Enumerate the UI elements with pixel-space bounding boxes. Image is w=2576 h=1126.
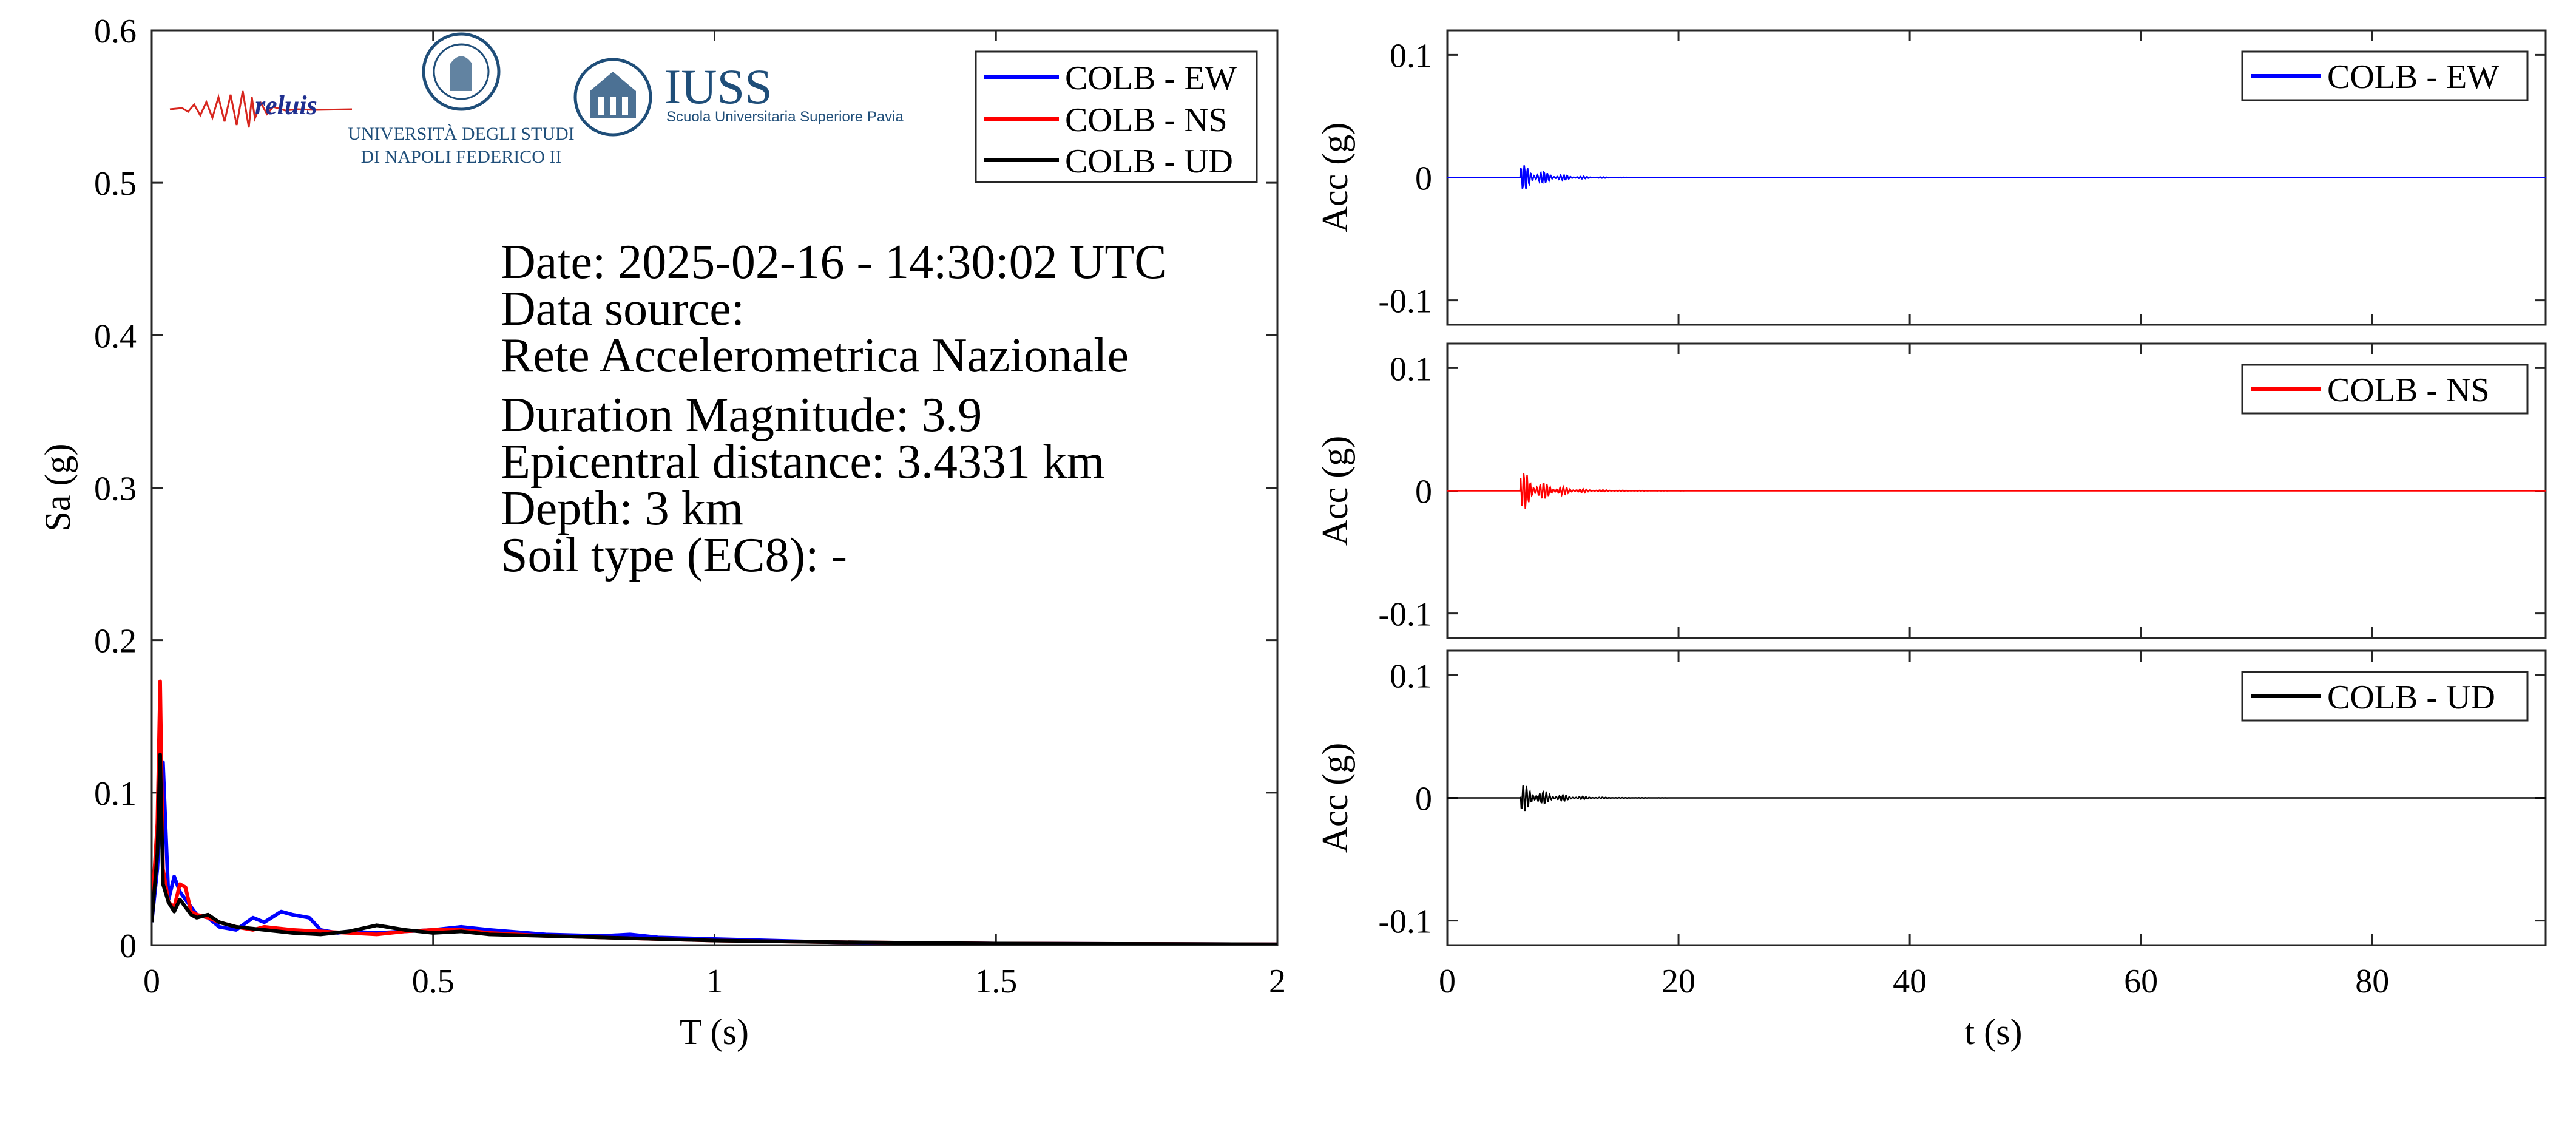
info-data-source: Rete Accelerometrica Nazionale	[501, 329, 1129, 382]
reluis-logo-text: reluis	[255, 90, 317, 120]
acc-x-tick-label: 60	[2124, 963, 2158, 1000]
info-date: Date: 2025-02-16 - 14:30:02 UTC	[501, 236, 1167, 289]
iuss-logo-title: IUSS	[664, 59, 772, 114]
spectrum-y-axis-label: Sa (g)	[38, 444, 78, 532]
legend-label-ew: COLB - EW	[1065, 59, 1237, 97]
acc-waveform-colb-ud	[1447, 785, 2546, 812]
acc-y-tick-label: 0	[1415, 781, 1432, 818]
acc-x-tick-label: 80	[2355, 963, 2389, 1000]
acc-y-tick-label: 0	[1415, 473, 1432, 511]
acc-y-tick-label: 0	[1415, 160, 1432, 198]
acc-x-tick-label: 20	[1662, 963, 1695, 1000]
acc-waveform-colb-ns	[1447, 472, 2546, 509]
unina-logo-line1: UNIVERSITÀ DEGLI STUDI	[348, 124, 574, 144]
info-data-source-label: Data source:	[501, 282, 745, 336]
spectrum-y-tick-label: 0.5	[94, 165, 137, 203]
spectrum-y-tick-label: 0	[120, 928, 137, 965]
spectrum-x-axis-label: T (s)	[680, 1012, 749, 1052]
event-info: Date: 2025-02-16 - 14:30:02 UTC Data sou…	[501, 236, 1167, 582]
acc-y-axis-label: Acc (g)	[1315, 123, 1355, 233]
seismogram-logo-icon	[169, 90, 353, 128]
spectrum-chart: 0 0.5 1 1.5 2 0 0.1 0.2 0.3 0.4 0.5 0.6 T (s) Sa (…	[38, 13, 1286, 1052]
spectrum-x-tick-label: 1.5	[975, 963, 1017, 1000]
acc-y-tick-label: 0.1	[1390, 657, 1432, 695]
info-depth: Depth: 3 km	[501, 482, 743, 535]
info-magnitude: Duration Magnitude: 3.9	[501, 388, 982, 442]
spectrum-x-tick-label: 0.5	[412, 963, 455, 1000]
spectrum-y-tick-label: 0.2	[94, 623, 137, 660]
acc-panel-2: -0.1 0 0.1 Acc (g) COLB - NS	[1315, 342, 2547, 639]
acc-y-tick-label: 0.1	[1390, 37, 1432, 75]
spectrum-x-tick-label: 2	[1269, 963, 1286, 1000]
acc-legend-label: COLB - EW	[2327, 58, 2499, 96]
legend-label-ns: COLB - NS	[1065, 101, 1228, 139]
unina-logo: UNIVERSITÀ DEGLI STUDI DI NAPOLI FEDERIC…	[348, 32, 575, 167]
spectrum-y-tick-label: 0.4	[94, 317, 137, 355]
acc-legend-label: COLB - UD	[2327, 679, 2495, 716]
spectrum-series-colb-ud	[152, 753, 1277, 945]
unina-logo-line2: DI NAPOLI FEDERICO II	[361, 147, 562, 167]
acc-legend-label: COLB - NS	[2327, 371, 2490, 409]
acc-y-axis-label: Acc (g)	[1315, 436, 1355, 546]
acc-y-tick-label: -0.1	[1378, 283, 1432, 321]
spectrum-y-tick-label: 0.3	[94, 470, 137, 508]
iuss-emblem-icon	[573, 58, 652, 137]
acc-y-tick-label: -0.1	[1378, 903, 1432, 941]
acc-y-axis-label: Acc (g)	[1315, 743, 1355, 853]
reluis-logo: reluis	[169, 90, 353, 128]
spectrum-y-tick-label: 0.1	[94, 775, 137, 813]
spectrum-y-tick-label: 0.6	[94, 13, 137, 50]
spectrum-legend: COLB - EW COLB - NS COLB - UD	[975, 50, 1258, 183]
legend-label-ud: COLB - UD	[1065, 143, 1233, 180]
spectrum-x-tick-label: 1	[706, 963, 723, 1000]
iuss-logo: IUSS Scuola Universitaria Superiore Pavi…	[573, 58, 904, 137]
acc-waveform-colb-ew	[1447, 165, 2546, 189]
acc-x-tick-label: 0	[1439, 963, 1456, 1000]
acc-y-tick-label: -0.1	[1378, 596, 1432, 634]
acc-y-tick-label: 0.1	[1390, 350, 1432, 388]
acc-panel-1: -0.1 0 0.1 Acc (g) COLB - EW	[1315, 29, 2547, 326]
info-distance: Epicentral distance: 3.4331 km	[501, 435, 1104, 489]
info-soil-type: Soil type (EC8): -	[501, 529, 847, 582]
time-x-axis-label: t (s)	[1965, 1012, 2023, 1052]
acc-x-tick-label: 40	[1893, 963, 1927, 1000]
spectrum-x-tick-label: 0	[143, 963, 160, 1000]
unina-seal-icon	[422, 32, 501, 111]
iuss-logo-subtitle: Scuola Universitaria Superiore Pavia	[666, 109, 904, 125]
